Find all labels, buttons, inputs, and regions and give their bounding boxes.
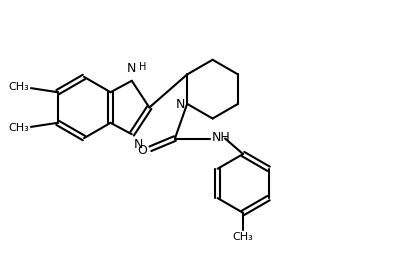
Text: CH₃: CH₃ (8, 123, 29, 133)
Text: H: H (139, 62, 147, 72)
Text: N: N (176, 98, 185, 111)
Text: NH: NH (211, 131, 230, 144)
Text: N: N (127, 62, 136, 75)
Text: CH₃: CH₃ (233, 232, 254, 242)
Text: O: O (137, 144, 147, 157)
Text: N: N (134, 138, 143, 151)
Text: CH₃: CH₃ (8, 82, 29, 92)
